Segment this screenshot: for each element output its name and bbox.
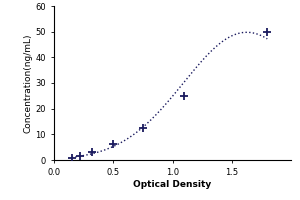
Y-axis label: Concentration(ng/mL): Concentration(ng/mL): [23, 33, 32, 133]
X-axis label: Optical Density: Optical Density: [134, 180, 212, 189]
